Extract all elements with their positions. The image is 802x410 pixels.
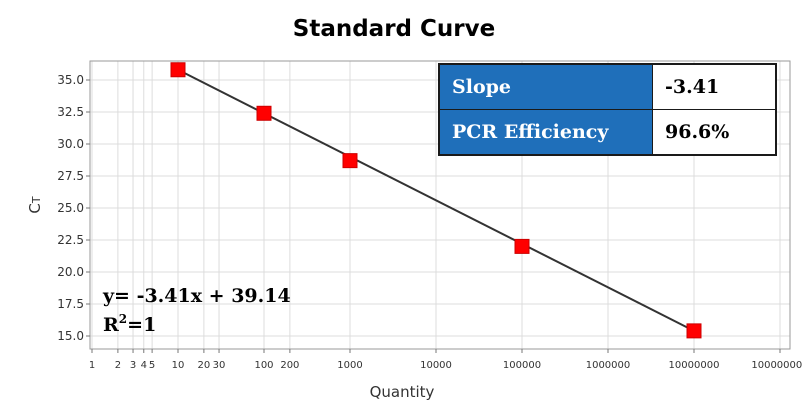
x-tick-label: 1000000 xyxy=(586,360,631,371)
data-point xyxy=(256,105,272,121)
y-axis-title-main: C xyxy=(26,203,44,213)
x-tick-label: 10 xyxy=(172,360,185,371)
chart-title: Standard Curve xyxy=(293,16,495,42)
slope-row: Slope -3.41 xyxy=(438,63,777,110)
efficiency-value: 96.6% xyxy=(652,109,777,156)
r-squared-prefix: R xyxy=(103,314,119,336)
data-point xyxy=(170,62,186,78)
x-tick-label: 1000 xyxy=(337,360,362,371)
efficiency-label: PCR Efficiency xyxy=(438,109,653,156)
y-tick-label: 27.5 xyxy=(57,169,84,183)
x-tick-label: 100000 xyxy=(503,360,541,371)
y-tick-label: 25.0 xyxy=(57,201,84,215)
stats-table: Slope -3.41 PCR Efficiency 96.6% xyxy=(438,63,777,156)
x-tick-label: 5 xyxy=(149,360,155,371)
x-tick-label: 4 xyxy=(141,360,147,371)
x-tick-label: 100000000 xyxy=(751,360,802,371)
y-tick-label: 22.5 xyxy=(57,233,84,247)
equation-text: y= -3.41x + 39.14 xyxy=(102,285,291,307)
data-point xyxy=(514,238,530,254)
y-axis-title-sub: T xyxy=(30,196,43,204)
r-squared-suffix: =1 xyxy=(127,314,156,336)
x-tick-label: 10000000 xyxy=(669,360,720,371)
r-squared-superscript: 2 xyxy=(119,312,127,326)
y-tick-label: 30.0 xyxy=(57,137,84,151)
y-axis-ticks: 15.0 17.5 20.0 22.5 25.0 27.5 30.0 32.5 35.0 xyxy=(57,73,90,343)
x-axis-title: Quantity xyxy=(370,383,435,401)
y-tick-label: 20.0 xyxy=(57,265,84,279)
data-point xyxy=(342,153,358,169)
x-tick-label: 10000 xyxy=(420,360,452,371)
plot-area xyxy=(89,60,791,350)
y-tick-label: 35.0 xyxy=(57,73,84,87)
x-axis-ticks: 1 2 3 4 5 10 20 30 100 200 1000 10000 100000 1000000 1… xyxy=(89,349,802,371)
x-tick-label: 2 xyxy=(115,360,121,371)
y-tick-label: 32.5 xyxy=(57,105,84,119)
x-tick-label: 3 xyxy=(130,360,136,371)
slope-value: -3.41 xyxy=(652,63,777,110)
y-tick-label: 17.5 xyxy=(57,297,84,311)
r-squared-text: R2=1 xyxy=(103,312,156,336)
x-tick-label: 200 xyxy=(280,360,299,371)
grid-lines xyxy=(90,61,790,349)
x-tick-label: 20 xyxy=(198,360,211,371)
efficiency-row: PCR Efficiency 96.6% xyxy=(438,109,777,156)
slope-label: Slope xyxy=(438,63,653,110)
y-axis-title: CT xyxy=(26,196,44,213)
x-tick-label: 1 xyxy=(89,360,95,371)
data-points xyxy=(170,62,702,339)
data-point xyxy=(686,323,702,339)
y-tick-label: 15.0 xyxy=(57,329,84,343)
x-tick-label: 100 xyxy=(254,360,273,371)
x-tick-label: 30 xyxy=(213,360,226,371)
